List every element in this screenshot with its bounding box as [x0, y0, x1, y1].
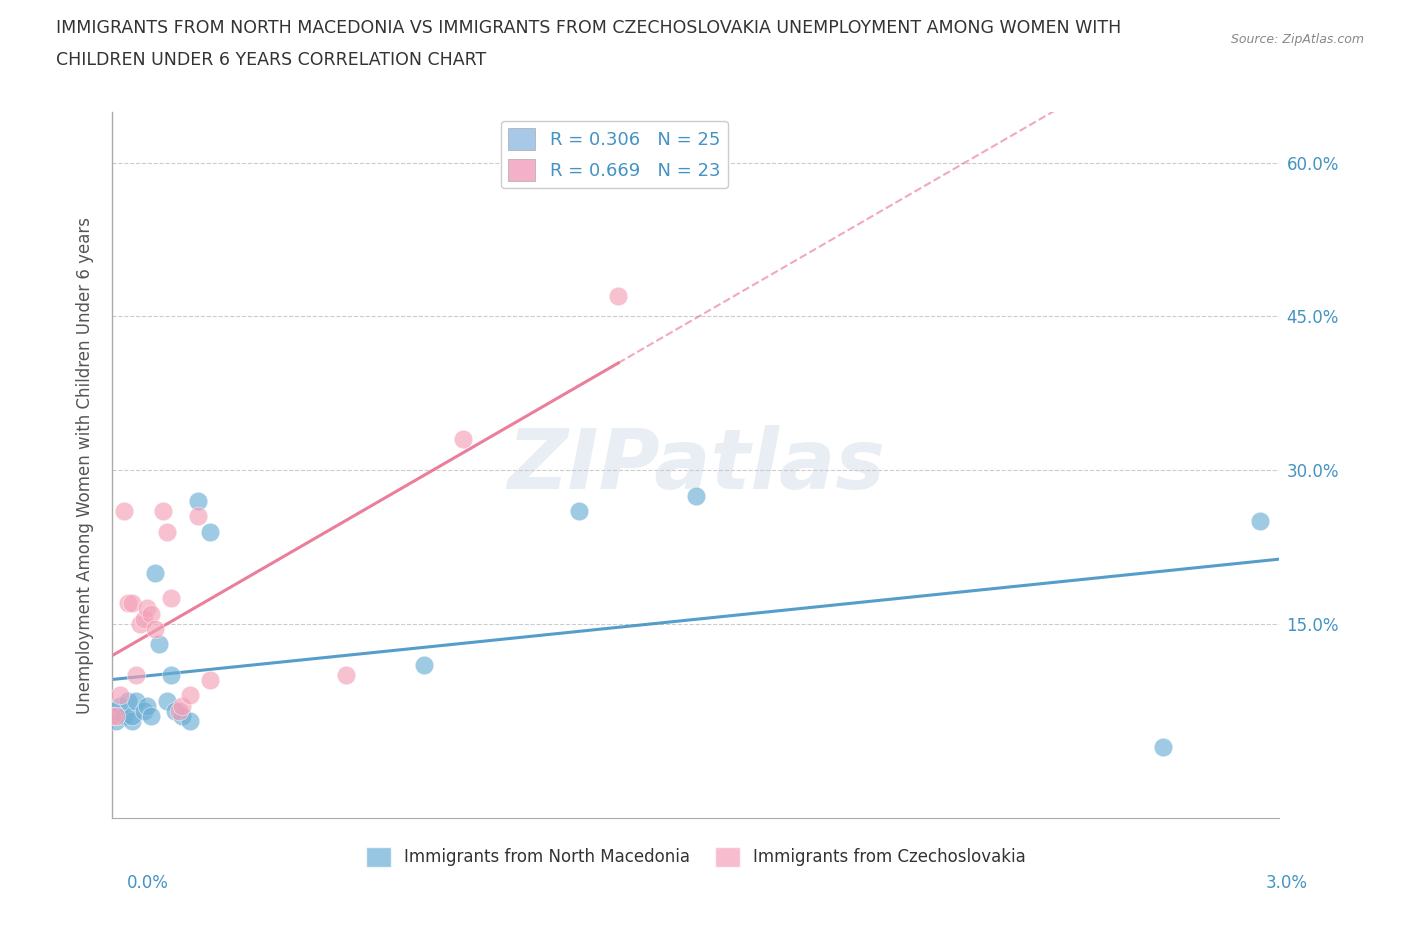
- Point: [172, 698, 194, 713]
- Point: [156, 525, 179, 539]
- Point: [110, 688, 132, 703]
- Point: [121, 596, 143, 611]
- Legend: Immigrants from North Macedonia, Immigrants from Czechoslovakia: Immigrants from North Macedonia, Immigra…: [359, 840, 1033, 873]
- Point: [152, 504, 174, 519]
- Point: [117, 596, 139, 611]
- Point: [179, 688, 201, 703]
- Point: [1152, 739, 1174, 754]
- Point: [141, 709, 163, 724]
- Point: [112, 709, 135, 724]
- Point: [121, 713, 143, 728]
- Point: [132, 611, 155, 626]
- Point: [143, 565, 166, 580]
- Point: [198, 672, 221, 687]
- Point: [141, 606, 163, 621]
- Point: [160, 591, 183, 605]
- Text: ZIPatlas: ZIPatlas: [508, 424, 884, 506]
- Point: [136, 601, 159, 616]
- Point: [607, 288, 630, 303]
- Point: [105, 713, 128, 728]
- Point: [110, 698, 132, 713]
- Point: [568, 504, 591, 519]
- Point: [187, 494, 209, 509]
- Point: [105, 709, 128, 724]
- Point: [132, 703, 155, 718]
- Point: [112, 504, 135, 519]
- Point: [117, 693, 139, 708]
- Point: [335, 668, 357, 683]
- Text: 0.0%: 0.0%: [127, 874, 169, 892]
- Point: [198, 525, 221, 539]
- Point: [148, 637, 170, 652]
- Point: [167, 703, 190, 718]
- Text: Source: ZipAtlas.com: Source: ZipAtlas.com: [1230, 33, 1364, 46]
- Point: [172, 709, 194, 724]
- Point: [685, 488, 707, 503]
- Point: [125, 668, 148, 683]
- Point: [101, 703, 124, 718]
- Point: [163, 703, 186, 718]
- Point: [128, 617, 150, 631]
- Point: [451, 432, 474, 446]
- Point: [156, 693, 179, 708]
- Point: [1249, 514, 1271, 529]
- Point: [412, 658, 434, 672]
- Point: [160, 668, 183, 683]
- Point: [121, 709, 143, 724]
- Point: [187, 509, 209, 524]
- Text: CHILDREN UNDER 6 YEARS CORRELATION CHART: CHILDREN UNDER 6 YEARS CORRELATION CHART: [56, 51, 486, 69]
- Point: [136, 698, 159, 713]
- Point: [101, 709, 124, 724]
- Point: [125, 693, 148, 708]
- Point: [179, 713, 201, 728]
- Y-axis label: Unemployment Among Women with Children Under 6 years: Unemployment Among Women with Children U…: [76, 217, 94, 713]
- Text: 3.0%: 3.0%: [1265, 874, 1308, 892]
- Text: IMMIGRANTS FROM NORTH MACEDONIA VS IMMIGRANTS FROM CZECHOSLOVAKIA UNEMPLOYMENT A: IMMIGRANTS FROM NORTH MACEDONIA VS IMMIG…: [56, 19, 1122, 36]
- Point: [143, 621, 166, 636]
